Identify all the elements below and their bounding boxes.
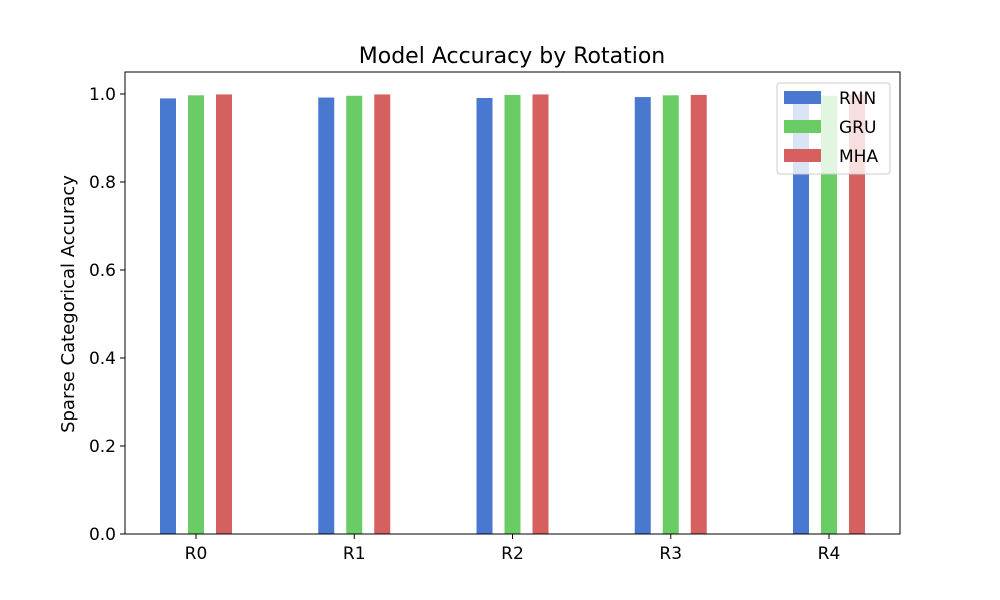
y-tick-label: 0.2 xyxy=(89,437,116,457)
x-tick-label: R1 xyxy=(343,544,366,564)
bars-group xyxy=(160,94,865,535)
bar-mha-r3 xyxy=(690,94,707,534)
bar-rnn-r0 xyxy=(160,98,176,535)
y-tick-label: 0.8 xyxy=(89,173,116,193)
legend-label-gru: GRU xyxy=(839,118,876,138)
bar-rnn-r2 xyxy=(476,97,493,535)
y-tick-label: 0.0 xyxy=(89,525,116,545)
legend-swatch-mha xyxy=(784,149,821,162)
bar-mha-r1 xyxy=(374,94,391,534)
bar-rnn-r3 xyxy=(634,97,651,534)
x-tick-label: R3 xyxy=(659,544,682,564)
bar-mha-r0 xyxy=(216,94,232,534)
bar-rnn-r1 xyxy=(318,97,335,535)
chart-title: Model Accuracy by Rotation xyxy=(359,44,665,69)
x-tick-label: R4 xyxy=(818,544,841,564)
bar-gru-r2 xyxy=(504,94,521,534)
bar-mha-r4 xyxy=(849,94,865,534)
y-tick-label: 0.4 xyxy=(89,349,116,369)
legend-swatch-rnn xyxy=(784,91,821,104)
bar-rnn-r4 xyxy=(793,97,809,535)
x-tick-label: R2 xyxy=(501,544,524,564)
legend-swatch-gru xyxy=(784,120,821,133)
y-axis-label: Sparse Categorical Accuracy xyxy=(58,175,79,433)
bar-gru-r1 xyxy=(346,95,363,534)
bar-mha-r2 xyxy=(532,94,549,534)
legend: RNN GRU MHA xyxy=(776,82,891,175)
x-tick-label: R0 xyxy=(185,544,208,564)
legend-label-rnn: RNN xyxy=(839,89,876,109)
x-axis: R0 R1 R2 R3 R4 xyxy=(185,534,841,564)
bar-gru-r4 xyxy=(821,95,837,534)
y-tick-label: 1.0 xyxy=(89,85,116,105)
y-tick-label: 0.6 xyxy=(89,261,116,281)
bar-gru-r3 xyxy=(662,95,679,534)
legend-label-mha: MHA xyxy=(839,147,878,167)
bar-gru-r0 xyxy=(188,95,204,534)
y-axis: 0.0 0.2 0.4 0.6 0.8 1.0 xyxy=(89,85,125,545)
plot-frame xyxy=(124,71,901,535)
